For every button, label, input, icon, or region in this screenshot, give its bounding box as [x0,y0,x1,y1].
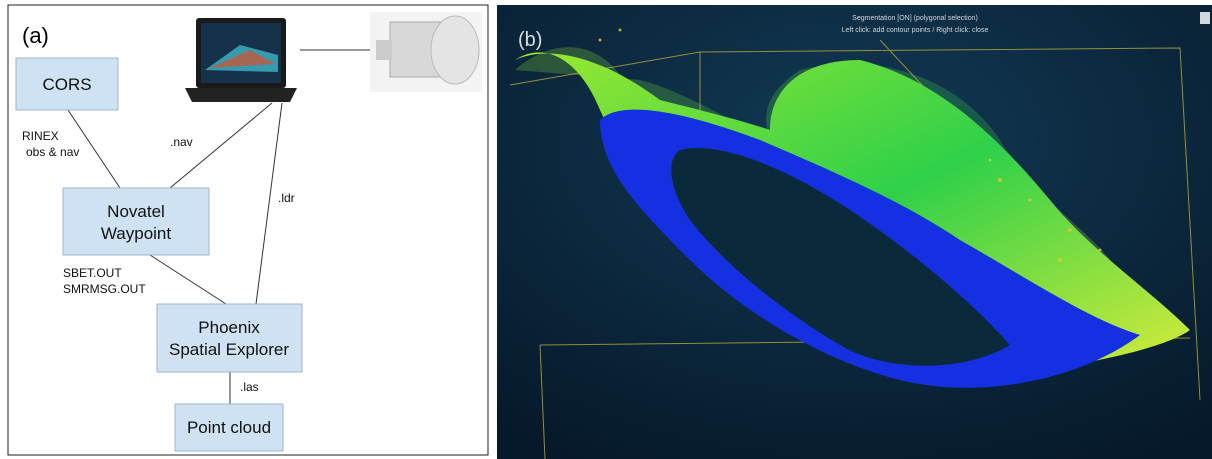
scanner-icon [370,12,482,92]
edge-label: RINEX [22,129,59,143]
status-text: Left click: add contour points / Right c… [842,27,989,34]
figure: (a) CORS Novatel Waypoint Phoenix [0,0,1212,459]
edge-label: SBET.OUT [63,266,122,280]
edge-label: SMRMSG.OUT [63,282,146,296]
edge-label: .nav [170,135,193,149]
node-label: CORS [42,75,91,94]
node-box [63,188,209,255]
node-label: Novatel [107,202,165,221]
edge-label: obs & nav [26,145,79,159]
node-label: Spatial Explorer [169,340,289,359]
edge-label: .ldr [278,191,295,205]
panel-label: (a) [22,23,49,48]
close-button[interactable] [1200,12,1210,24]
node-box [157,304,302,372]
node-label: Point cloud [187,418,271,437]
edge-label: .las [240,380,259,394]
node-label: Waypoint [101,224,172,243]
node-label: Phoenix [198,318,260,337]
status-text: Segmentation [ON] (polygonal selection) [852,15,978,22]
laptop-icon [185,18,297,102]
panel-a: (a) CORS Novatel Waypoint Phoenix [8,5,488,455]
panel-b: (b) Segmentation [ON] (polygonal selecti… [497,5,1212,459]
panel-label: (b) [518,29,542,51]
